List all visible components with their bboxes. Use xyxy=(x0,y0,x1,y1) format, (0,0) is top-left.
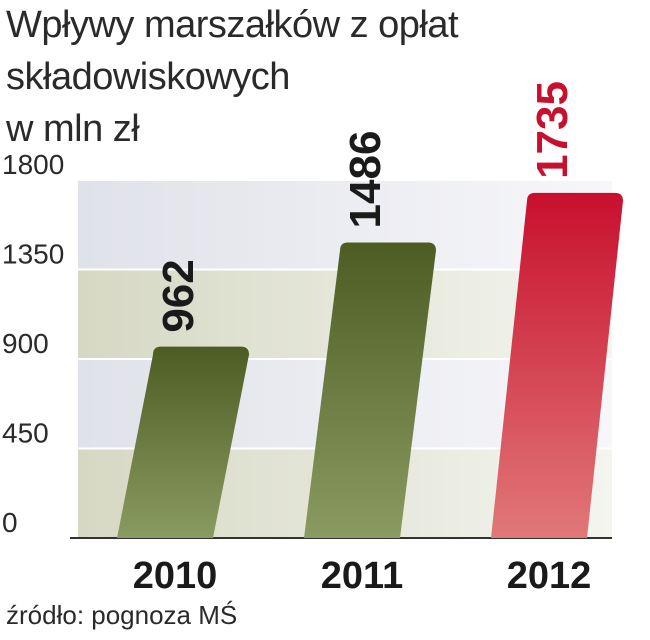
bar-2011 xyxy=(304,242,436,538)
x-tick-label-2011: 2011 xyxy=(321,555,403,597)
value-label-2011: 1486 xyxy=(341,131,390,229)
bar-chart: 0 450 900 1350 1800 962 2010 1486 2011 1735 2012 xyxy=(2,81,623,597)
chart-title-line-1: Wpływy marszałków z opłat xyxy=(6,4,459,46)
y-tick-label: 1800 xyxy=(2,149,64,180)
chart-title-line-2: składowiskowych xyxy=(6,56,290,98)
value-label-2012: 1735 xyxy=(528,81,577,179)
source-note: źródło: pognoza MŚ xyxy=(6,600,238,630)
value-label-2010: 962 xyxy=(154,259,203,332)
y-tick-label: 0 xyxy=(2,507,18,538)
y-tick-label: 900 xyxy=(2,328,49,359)
bar-2012 xyxy=(491,192,623,538)
chart-unit-label: w mln zł xyxy=(6,108,140,150)
x-tick-label-2012: 2012 xyxy=(507,555,592,597)
x-tick-label-2010: 2010 xyxy=(133,555,218,597)
y-tick-label: 1350 xyxy=(2,239,64,270)
y-tick-label: 450 xyxy=(2,418,49,449)
bar-2010 xyxy=(117,346,249,538)
